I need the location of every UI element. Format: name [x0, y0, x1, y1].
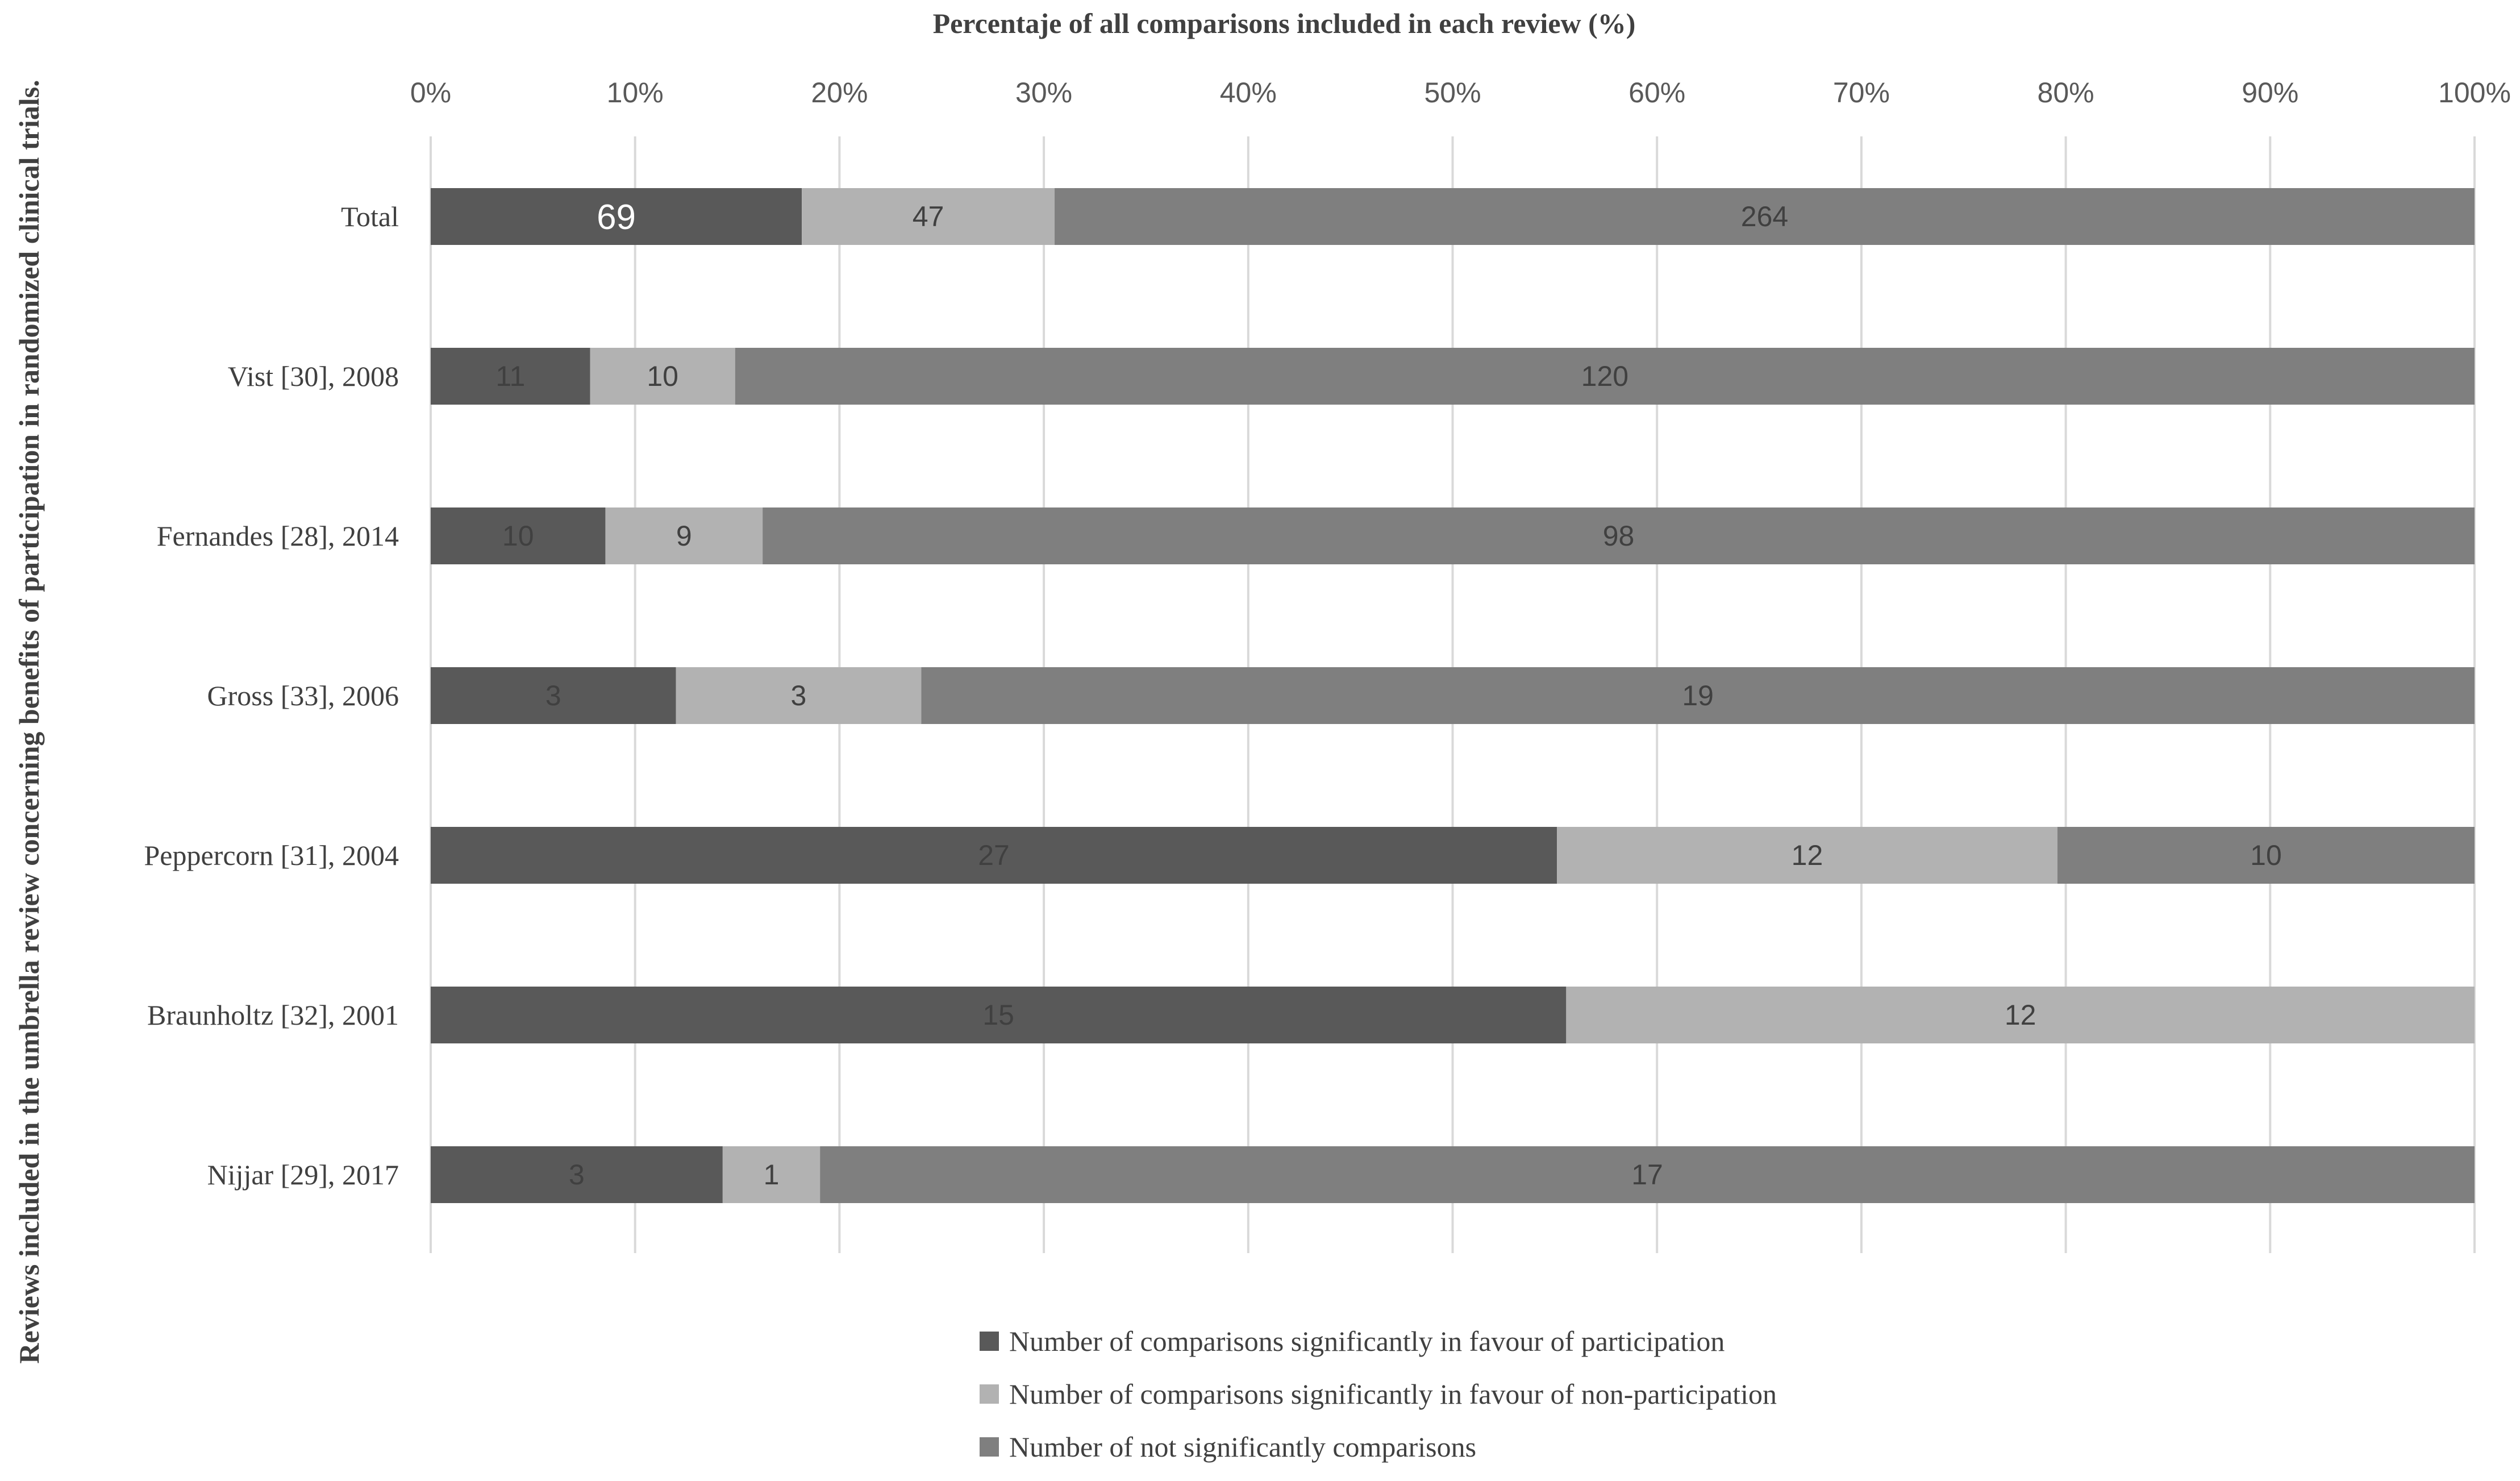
y-axis-title: Reviews included in the umbrella review … — [13, 80, 45, 1363]
legend-label: Number of comparisons significantly in f… — [1009, 1378, 1777, 1410]
x-tick-label: 0% — [410, 77, 451, 109]
bar-segment — [431, 1146, 723, 1203]
bar-segment — [431, 987, 1567, 1043]
data-label: 264 — [1741, 201, 1788, 232]
x-tick-label: 30% — [1015, 77, 1072, 109]
legend: Number of comparisons significantly in f… — [980, 1325, 1777, 1463]
data-label: 3 — [545, 680, 561, 712]
category-label: Vist [30], 2008 — [228, 360, 399, 392]
category-label: Total — [341, 201, 399, 232]
x-axis-title: Percentaje of all comparisons included i… — [933, 7, 1636, 39]
bar-segment — [802, 188, 1055, 245]
data-label: 10 — [647, 360, 678, 392]
x-tick-label: 50% — [1424, 77, 1481, 109]
data-label: 11 — [495, 360, 525, 392]
data-label: 47 — [913, 201, 944, 232]
data-label: 98 — [1603, 520, 1635, 552]
bar-segment — [1055, 188, 2475, 245]
bar-segment — [2057, 827, 2475, 884]
bar-segment — [431, 667, 676, 724]
x-tick-label: 90% — [2242, 77, 2298, 109]
category-labels: Total Vist [30], 2008 Fernandes [28], 2014… — [144, 201, 399, 1191]
category-label: Peppercorn [31], 2004 — [144, 839, 399, 871]
data-label: 17 — [1631, 1159, 1663, 1191]
data-label: 9 — [676, 520, 692, 552]
bar-segment — [820, 1146, 2475, 1203]
x-tick-label: 80% — [2038, 77, 2094, 109]
legend-swatch — [980, 1332, 999, 1351]
category-label: Braunholtz [32], 2001 — [147, 999, 399, 1031]
category-label: Nijjar [29], 2017 — [207, 1159, 399, 1191]
x-tick-label: 40% — [1220, 77, 1277, 109]
bar-segment — [431, 188, 802, 245]
data-label: 3 — [569, 1159, 585, 1191]
bar-segment — [676, 667, 922, 724]
data-label: 120 — [1581, 360, 1628, 392]
legend-label: Number of not significantly comparisons — [1009, 1431, 1476, 1463]
x-tick-labels: 0% 10% 20% 30% 40% 50% 60% 70% 80% 90% 100% — [410, 77, 2511, 109]
bar-segment — [763, 507, 2475, 564]
x-tick-label: 10% — [607, 77, 664, 109]
data-label: 1 — [764, 1159, 780, 1191]
data-label: 3 — [791, 680, 807, 712]
x-tick-label: 70% — [1833, 77, 1890, 109]
bar-segment — [735, 348, 2475, 405]
bar-segment — [921, 667, 2475, 724]
data-label: 10 — [502, 520, 534, 552]
x-tick-label: 20% — [811, 77, 868, 109]
bar-segment — [431, 348, 590, 405]
x-tick-label: 100% — [2438, 77, 2511, 109]
legend-swatch — [980, 1384, 999, 1404]
bar-segment — [431, 827, 1557, 884]
data-label: 12 — [1792, 839, 1823, 871]
data-label: 27 — [978, 839, 1010, 871]
category-label: Gross [33], 2006 — [207, 680, 399, 712]
bar-segment — [1566, 987, 2475, 1043]
data-label: 69 — [597, 198, 636, 237]
legend-swatch — [980, 1437, 999, 1457]
bar-segment — [590, 348, 735, 405]
bar-segment — [605, 507, 763, 564]
bar-segment — [431, 507, 606, 564]
bar-segment — [722, 1146, 820, 1203]
legend-label: Number of comparisons significantly in f… — [1009, 1325, 1725, 1357]
x-tick-label: 60% — [1628, 77, 1685, 109]
data-label: 12 — [2005, 999, 2036, 1031]
bar-segment — [1557, 827, 2057, 884]
data-label: 15 — [982, 999, 1014, 1031]
data-label: 10 — [2250, 839, 2282, 871]
category-label: Fernandes [28], 2014 — [157, 520, 399, 552]
data-label: 19 — [1682, 680, 1714, 712]
